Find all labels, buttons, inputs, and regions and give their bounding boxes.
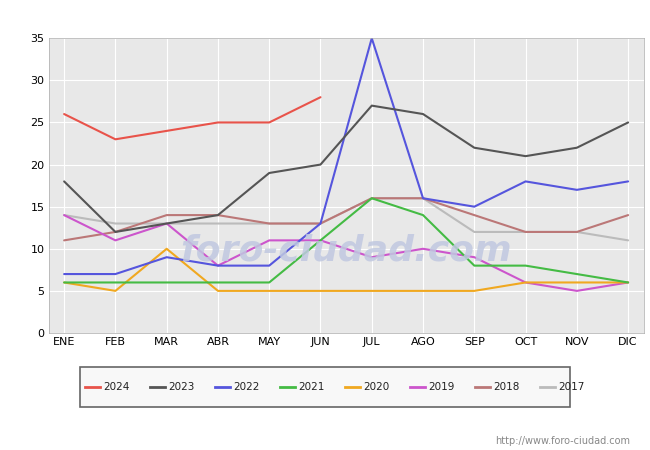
Text: http://www.foro-ciudad.com: http://www.foro-ciudad.com bbox=[495, 436, 630, 446]
Text: 2024: 2024 bbox=[104, 382, 130, 392]
Text: 2023: 2023 bbox=[168, 382, 195, 392]
Text: 2021: 2021 bbox=[298, 382, 325, 392]
Text: Afiliados en Alocén a 31/5/2024: Afiliados en Alocén a 31/5/2024 bbox=[182, 8, 468, 26]
Text: foro-ciudad.com: foro-ciudad.com bbox=[180, 234, 512, 267]
Text: 2019: 2019 bbox=[428, 382, 455, 392]
Text: 2022: 2022 bbox=[233, 382, 260, 392]
Text: 2020: 2020 bbox=[363, 382, 389, 392]
FancyBboxPatch shape bbox=[81, 367, 569, 407]
Text: 2018: 2018 bbox=[493, 382, 519, 392]
Text: 2017: 2017 bbox=[558, 382, 584, 392]
